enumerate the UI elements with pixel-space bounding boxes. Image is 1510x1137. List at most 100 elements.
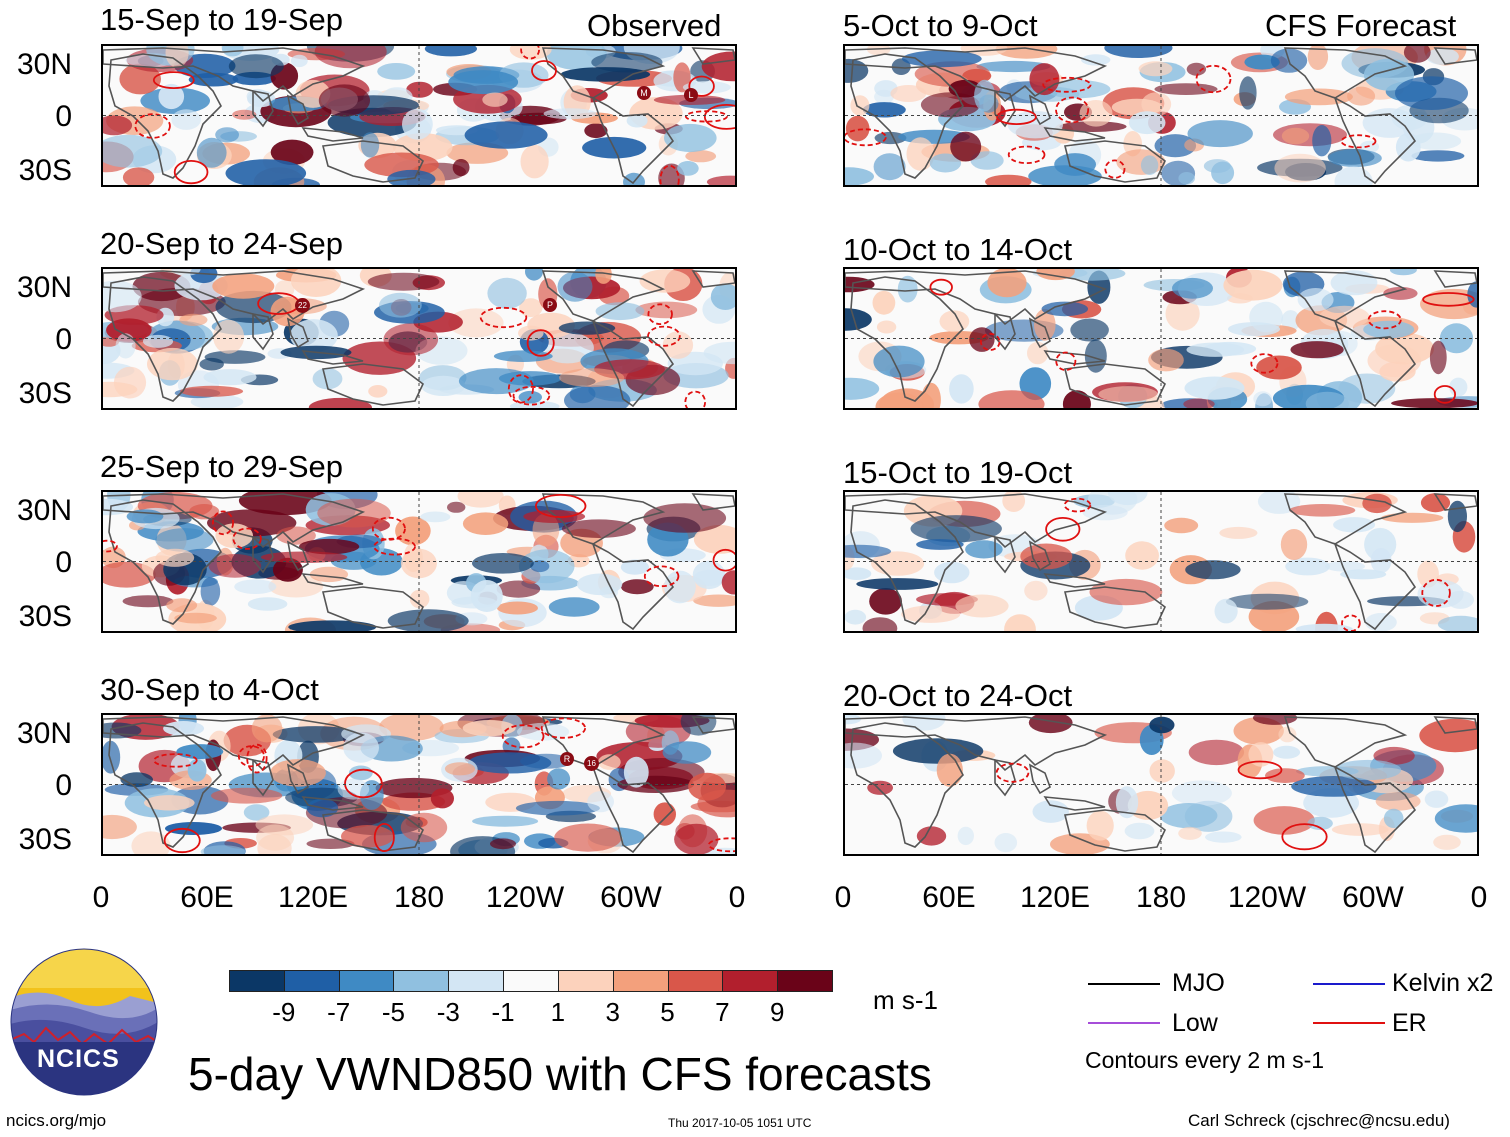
anomaly-blob bbox=[916, 826, 947, 846]
lat-label-eq-2: 0 bbox=[55, 323, 72, 356]
colorbar-units: m s-1 bbox=[873, 985, 938, 1015]
anomaly-blob bbox=[639, 269, 691, 293]
anomaly-blob bbox=[457, 492, 504, 508]
er-contour bbox=[232, 527, 262, 550]
anomaly-blob bbox=[1244, 54, 1280, 70]
anomaly-blob bbox=[318, 84, 370, 117]
er-contour bbox=[647, 325, 681, 347]
anomaly-blob bbox=[179, 313, 208, 326]
anomaly-blob bbox=[1058, 269, 1126, 281]
coastline-4 bbox=[1043, 573, 1106, 588]
anomaly-blob bbox=[1434, 804, 1477, 833]
anomaly-blob bbox=[367, 272, 440, 291]
coastline-2 bbox=[994, 759, 1016, 797]
er-contour bbox=[1195, 64, 1232, 94]
lat-label-30s-2: 30S bbox=[18, 377, 72, 410]
anomaly-blob bbox=[496, 580, 541, 598]
anomaly-blob bbox=[314, 46, 387, 69]
er-contour bbox=[134, 113, 171, 139]
anomaly-blob bbox=[643, 503, 727, 533]
anomaly-blob bbox=[554, 823, 622, 852]
anomaly-blob bbox=[1178, 172, 1195, 185]
observed-map-2 bbox=[101, 267, 737, 410]
coastline-3 bbox=[1028, 317, 1051, 349]
anomaly-blob bbox=[978, 390, 1045, 408]
colorbar-box-9 bbox=[722, 970, 779, 992]
coastline-5 bbox=[322, 809, 425, 852]
anomaly-blob bbox=[901, 605, 961, 623]
anomaly-blob bbox=[243, 804, 270, 821]
observed-lon-tick-3: 180 bbox=[393, 881, 445, 914]
anomaly-blob bbox=[1104, 46, 1173, 58]
anomaly-blob bbox=[876, 320, 897, 334]
anomaly-blob bbox=[1290, 341, 1344, 359]
coastline-2 bbox=[252, 536, 274, 574]
colorbar-tick-5: 1 bbox=[550, 997, 566, 1027]
coastline-5 bbox=[322, 140, 425, 183]
anomaly-blob bbox=[685, 150, 717, 163]
anomaly-blob bbox=[897, 275, 918, 303]
anomaly-blob bbox=[664, 123, 717, 153]
logo-text: NCICS bbox=[37, 1045, 120, 1073]
lat-label-eq-4: 0 bbox=[55, 769, 72, 802]
lat-label-30n-4: 30N bbox=[16, 717, 72, 750]
anomaly-blob bbox=[196, 137, 227, 168]
anomaly-blob bbox=[564, 385, 631, 408]
er-contour bbox=[1063, 497, 1092, 513]
anomaly-blob bbox=[950, 131, 982, 162]
er-contour bbox=[684, 390, 706, 408]
ncics-logo-graphic bbox=[10, 948, 158, 1096]
coastline-0 bbox=[850, 722, 964, 848]
coastline-5 bbox=[1064, 809, 1167, 852]
anomaly-blob bbox=[122, 167, 155, 185]
anomaly-blob bbox=[187, 759, 207, 782]
observed-map-3 bbox=[101, 490, 737, 633]
storm-marker-r: R bbox=[560, 752, 574, 766]
anomaly-blob bbox=[1239, 76, 1257, 110]
anomaly-blob bbox=[490, 838, 516, 850]
coastline-0 bbox=[850, 276, 964, 402]
anomaly-blob bbox=[599, 586, 619, 599]
anomaly-blob bbox=[1178, 826, 1202, 840]
forecast-lon-tick-4: 120W bbox=[1227, 881, 1307, 914]
anomaly-blob bbox=[1020, 543, 1073, 570]
ncics-logo bbox=[10, 948, 158, 1096]
er-contour bbox=[712, 548, 735, 572]
anomaly-blob bbox=[890, 85, 927, 102]
anomaly-blob bbox=[1295, 623, 1353, 631]
coastline-4 bbox=[301, 573, 364, 588]
anomaly-blob bbox=[914, 61, 991, 87]
anomaly-blob bbox=[1305, 391, 1349, 408]
coastline-2 bbox=[994, 313, 1016, 351]
anomaly-blob bbox=[299, 538, 360, 555]
coastline-0 bbox=[850, 53, 964, 179]
anomaly-blob bbox=[1280, 529, 1308, 560]
coastline-8 bbox=[691, 716, 735, 734]
er-contour bbox=[684, 110, 728, 123]
anomaly-blob bbox=[874, 89, 894, 104]
er-contour bbox=[995, 762, 1030, 783]
anomaly-blob bbox=[845, 609, 867, 625]
anomaly-blob bbox=[317, 498, 391, 528]
map-f3-field bbox=[845, 492, 1477, 631]
anomaly-blob bbox=[584, 123, 608, 139]
anomaly-blob bbox=[872, 290, 896, 315]
er-contour bbox=[501, 724, 545, 749]
er-contour bbox=[1237, 760, 1283, 780]
anomaly-blob bbox=[234, 579, 277, 594]
anomaly-blob bbox=[845, 377, 880, 400]
anomaly-blob bbox=[343, 732, 379, 763]
anomaly-blob bbox=[1205, 831, 1242, 843]
footer-url[interactable]: ncics.org/mjo bbox=[6, 1111, 107, 1130]
er-contour bbox=[1421, 578, 1451, 607]
observed-panel-title-4: 30-Sep to 4-Oct bbox=[100, 672, 319, 707]
coastline-4 bbox=[1043, 796, 1106, 811]
er-contour bbox=[520, 46, 540, 60]
anomaly-blob bbox=[444, 762, 476, 776]
coastline-1 bbox=[103, 716, 366, 772]
anomaly-blob bbox=[520, 144, 549, 179]
er-contour bbox=[103, 539, 118, 553]
coastline-3 bbox=[286, 94, 309, 126]
lat-label-30s-3: 30S bbox=[18, 600, 72, 633]
er-contour bbox=[996, 108, 1037, 126]
